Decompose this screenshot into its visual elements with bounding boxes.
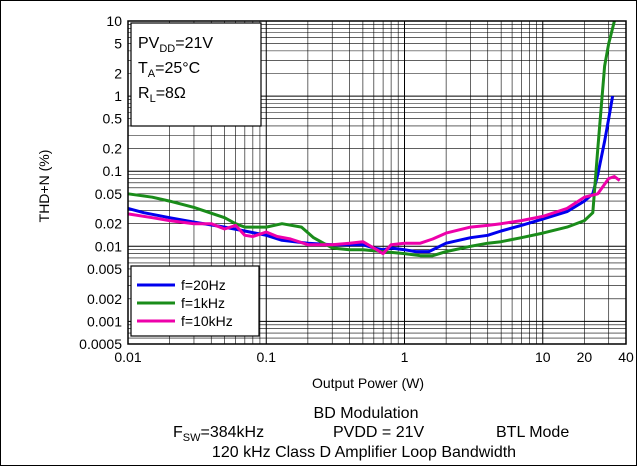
x-tick-label: 40 [618,349,634,365]
conditions-box-frame [130,22,262,127]
x-axis-title: Output Power (W) [312,375,424,391]
caption-pvdd: PVDD = 21V [333,424,424,441]
y-tick-label: 5 [114,36,122,52]
x-tick-label: 0.01 [114,349,141,365]
conditions-box: PVDD=21V TA=25°C RL=8Ω [130,22,262,127]
caption-switching-frequency: FSW=384kHz [173,424,264,444]
x-tick-label: 0.1 [257,349,277,365]
y-tick-label: 2 [114,65,122,81]
series-line-f-10khz [127,175,621,256]
x-tick-label: 1 [401,349,409,365]
tick-labels: 0.01 0.1 1 10 20 40 10 5 2 1 0.5 0.2 0.1 0.05 0.02 0.01… [79,13,634,365]
x-tick-label: 20 [577,349,593,365]
x-tick-label: 10 [535,349,551,365]
y-tick-label: 0.002 [87,291,122,307]
y-tick-label: 0.0005 [79,336,122,352]
y-tick-label: 0.02 [95,216,122,232]
series-line-f-1khz [127,20,616,258]
series-layer [127,20,621,258]
y-tick-label: 0.5 [103,111,123,127]
series-line-f-20hz [127,95,615,254]
legend: f=20Hz f=1kHz f=10kHz [130,265,260,337]
y-tick-label: 0.1 [103,163,123,179]
legend-label-f10khz: f=10kHz [181,313,233,329]
y-axis-title: THD+N (%) [36,150,52,223]
y-tick-label: 0.005 [87,261,122,277]
condition-pvdd: PVDD=21V [138,35,213,55]
caption-modulation: BD Modulation [314,405,419,422]
y-tick-label: 10 [106,13,122,29]
caption-mode: BTL Mode [496,424,569,441]
y-tick-label: 0.2 [103,141,123,157]
y-tick-label: 1 [114,88,122,104]
y-tick-label: 0.001 [87,313,122,329]
y-tick-label: 0.01 [95,238,122,254]
plot-area-border [127,20,627,345]
legend-label-f20hz: f=20Hz [181,277,226,293]
condition-rl: RL=8Ω [138,85,186,105]
legend-label-f1khz: f=1kHz [181,295,225,311]
caption-loop-bandwidth: 120 kHz Class D Amplifier Loop Bandwidth [212,444,516,461]
legend-frame [130,265,260,337]
y-tick-label: 0.05 [95,186,122,202]
condition-ta: TA=25°C [138,60,200,80]
